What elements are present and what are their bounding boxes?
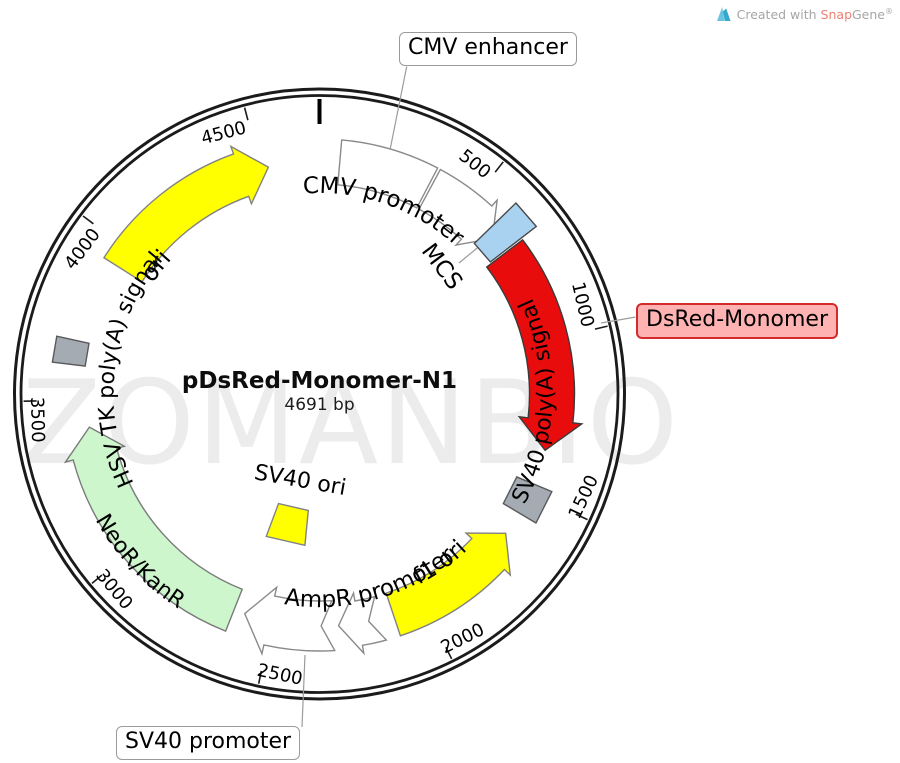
tick-label-500: 500 (455, 145, 495, 183)
tick-1000 (594, 325, 608, 330)
feature-dsred-monomer[interactable] (485, 238, 584, 452)
leader-sv40-promoter (301, 654, 306, 728)
feature-cmv-enhancer[interactable] (337, 139, 439, 209)
feature-label-sv40-ori: SV40 ori (252, 460, 348, 501)
tick-4000 (82, 215, 94, 225)
feature-f1-ori[interactable] (385, 532, 512, 637)
sv40-promoter-callout[interactable]: SV40 promoter (116, 726, 301, 760)
brand-snap: Snap (820, 7, 852, 22)
feature-hsv-tk-polya-signal[interactable] (51, 335, 90, 367)
tick-3000 (91, 574, 103, 584)
tick-4500 (243, 107, 249, 121)
snapgene-credit: Created with SnapGene® (716, 6, 893, 22)
feature-ampr-promoter[interactable] (337, 590, 388, 656)
credit-text: Created with SnapGene® (736, 6, 893, 22)
feature-neor-kanr[interactable] (63, 426, 244, 632)
backbone-outer-ring (13, 87, 626, 701)
feature-label-mcs: MCS (416, 239, 467, 295)
dsred-monomer-callout[interactable]: DsRed-Monomer (636, 303, 838, 339)
feature-cmv-promoter[interactable] (418, 168, 499, 247)
tick-label-3500: 3500 (26, 397, 48, 443)
feature-mcs[interactable] (473, 201, 538, 263)
feature-sv40-promoter[interactable] (243, 585, 336, 656)
tick-label-1500: 1500 (565, 472, 603, 522)
cmv-enhancer-callout[interactable]: CMV enhancer (399, 32, 577, 66)
backbone-inner-ring (19, 94, 620, 694)
tick-label-4000: 4000 (60, 224, 104, 273)
tick-label-4500: 4500 (199, 117, 249, 149)
feature-sv40-polya-signal[interactable] (502, 476, 553, 525)
feature-sv40-ori[interactable] (265, 502, 310, 547)
feature-ori[interactable] (102, 144, 270, 283)
leader-dsred-monomer (600, 316, 637, 324)
tick-500 (494, 161, 504, 173)
tick-1500 (575, 513, 588, 521)
leader-cmv-enhancer (389, 64, 408, 151)
tick-label-2500: 2500 (255, 660, 304, 690)
tick-label-1000: 1000 (567, 280, 598, 329)
tick-2000 (445, 646, 453, 660)
snapgene-logo-icon (716, 7, 731, 21)
tick-2500 (257, 670, 263, 684)
